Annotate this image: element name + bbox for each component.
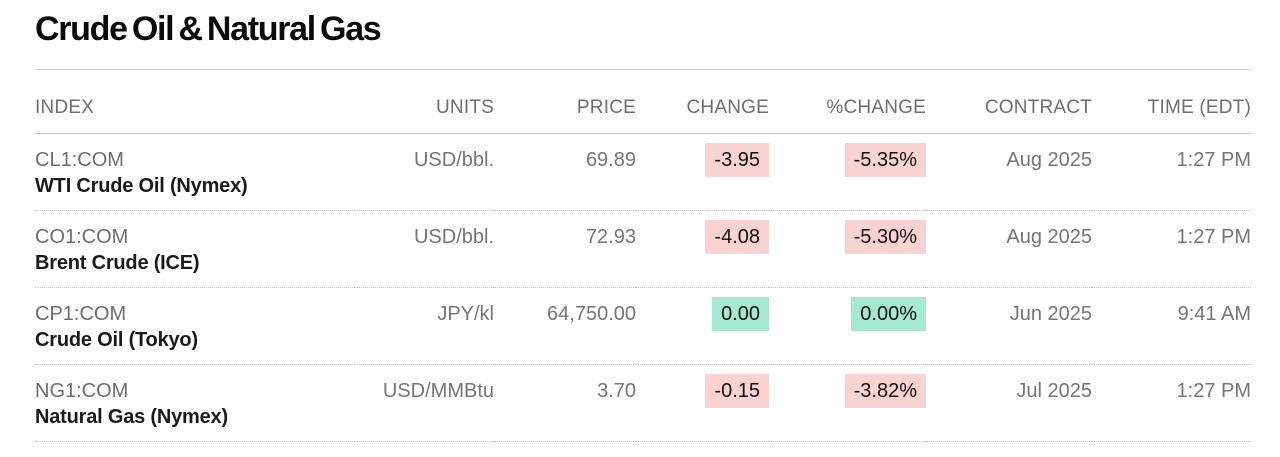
time-cell: 1:27 PM	[1092, 133, 1251, 211]
column-header-time: TIME (EDT)	[1092, 70, 1251, 134]
pct-change-badge: -3.82%	[844, 374, 926, 408]
security-name: Brent Crude (ICE)	[35, 252, 200, 274]
price-cell: 3.70	[494, 364, 636, 442]
column-header-contract: CONTRACT	[926, 70, 1092, 134]
change-badge: -3.95	[705, 143, 769, 177]
units-cell: JPY/kl	[355, 287, 494, 365]
column-header-index: INDEX	[35, 70, 355, 134]
column-header-pct-change: %CHANGE	[769, 70, 926, 134]
units-cell: USD/MMBtu	[355, 364, 494, 442]
change-cell: -3.95	[636, 133, 769, 211]
security-name: Natural Gas (Nymex)	[35, 406, 228, 428]
contract-cell: Jul 2025	[926, 364, 1092, 442]
change-cell: -4.08	[636, 210, 769, 288]
column-header-price: PRICE	[494, 70, 636, 134]
time-cell: 1:27 PM	[1092, 364, 1251, 442]
pct-change-cell: -5.30%	[769, 210, 926, 288]
column-header-change: CHANGE	[636, 70, 769, 134]
pct-change-badge: -5.30%	[844, 220, 926, 254]
price-cell: 69.89	[494, 133, 636, 211]
pct-change-cell: 0.00%	[769, 287, 926, 365]
commodity-row: CL1:COM WTI Crude Oil (Nymex) USD/bbl. 6…	[35, 133, 1251, 211]
index-cell: NG1:COM Natural Gas (Nymex)	[35, 364, 355, 442]
page-title: Crude Oil & Natural Gas	[35, 10, 382, 48]
ticker-link[interactable]: CP1:COM	[35, 303, 127, 325]
commodities-table: INDEX UNITS PRICE CHANGE %CHANGE CONTRAC…	[35, 70, 1251, 442]
pct-change-badge: -5.35%	[844, 143, 926, 177]
time-cell: 9:41 AM	[1092, 287, 1251, 365]
contract-cell: Aug 2025	[926, 133, 1092, 211]
change-badge: -0.15	[705, 374, 769, 408]
contract-cell: Aug 2025	[926, 210, 1092, 288]
security-name: WTI Crude Oil (Nymex)	[35, 175, 248, 197]
pct-change-cell: -5.35%	[769, 133, 926, 211]
commodity-row: CO1:COM Brent Crude (ICE) USD/bbl. 72.93…	[35, 210, 1251, 288]
table-header-row: INDEX UNITS PRICE CHANGE %CHANGE CONTRAC…	[35, 70, 1251, 134]
ticker-link[interactable]: NG1:COM	[35, 380, 129, 402]
time-cell: 1:27 PM	[1092, 210, 1251, 288]
price-cell: 64,750.00	[494, 287, 636, 365]
index-cell: CL1:COM WTI Crude Oil (Nymex)	[35, 133, 355, 211]
change-cell: 0.00	[636, 287, 769, 365]
index-cell: CP1:COM Crude Oil (Tokyo)	[35, 287, 355, 365]
title-divider	[35, 69, 1251, 70]
commodity-row: CP1:COM Crude Oil (Tokyo) JPY/kl 64,750.…	[35, 287, 1251, 365]
price-cell: 72.93	[494, 210, 636, 288]
index-cell: CO1:COM Brent Crude (ICE)	[35, 210, 355, 288]
change-cell: -0.15	[636, 364, 769, 442]
units-cell: USD/bbl.	[355, 133, 494, 211]
column-header-units: UNITS	[355, 70, 494, 134]
commodity-row: NG1:COM Natural Gas (Nymex) USD/MMBtu 3.…	[35, 364, 1251, 442]
ticker-link[interactable]: CL1:COM	[35, 149, 124, 171]
pct-change-badge: 0.00%	[851, 297, 926, 331]
commodities-table-body: CL1:COM WTI Crude Oil (Nymex) USD/bbl. 6…	[35, 133, 1251, 442]
contract-cell: Jun 2025	[926, 287, 1092, 365]
units-cell: USD/bbl.	[355, 210, 494, 288]
ticker-link[interactable]: CO1:COM	[35, 226, 129, 248]
commodities-section: Crude Oil & Natural Gas INDEX UNITS PRIC…	[35, 10, 1251, 442]
pct-change-cell: -3.82%	[769, 364, 926, 442]
security-name: Crude Oil (Tokyo)	[35, 329, 198, 351]
change-badge: 0.00	[712, 297, 769, 331]
change-badge: -4.08	[705, 220, 769, 254]
